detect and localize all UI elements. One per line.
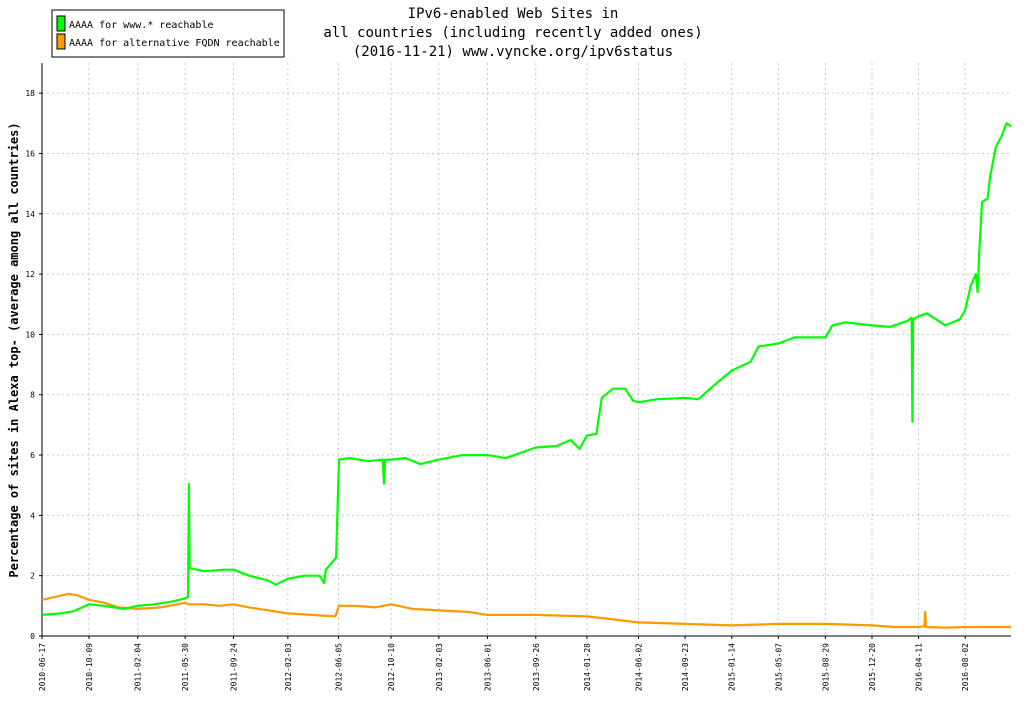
y-tick-label: 18 <box>25 89 35 98</box>
x-tick-label: 2016-04-11 <box>915 643 924 691</box>
x-tick-label: 2012-06-05 <box>335 643 344 691</box>
series-lines <box>41 122 1012 629</box>
x-tick-label: 2010-10-09 <box>85 643 94 691</box>
x-tick-label: 2013-06-01 <box>484 643 493 691</box>
y-tick-label: 4 <box>30 511 35 520</box>
series-line-www <box>41 122 1012 616</box>
x-tick-label: 2010-06-17 <box>38 643 47 691</box>
x-tick-label: 2011-05-30 <box>181 643 190 691</box>
x-tick-label: 2014-01-28 <box>583 643 592 691</box>
y-tick-label: 12 <box>25 270 35 279</box>
legend-swatch-alt-fqdn <box>56 33 66 50</box>
x-tick-label: 2013-02-03 <box>435 643 444 691</box>
x-tick-label: 2015-05-07 <box>774 643 783 691</box>
x-tick-label: 2015-01-14 <box>728 643 737 691</box>
y-tick-label: 14 <box>25 210 35 219</box>
x-tick-label: 2013-09-26 <box>532 643 541 691</box>
x-tick-label: 2014-09-23 <box>681 643 690 691</box>
x-tick-label: 2011-09-24 <box>229 643 238 691</box>
legend-label-alt-fqdn: AAAA for alternative FQDN reachable <box>69 38 280 49</box>
y-tick-label: 2 <box>30 572 35 581</box>
y-axis-label: Percentage of sites in Alexa top- (avera… <box>7 122 21 577</box>
y-tick-label: 10 <box>25 330 35 339</box>
x-tick-label: 2012-02-03 <box>284 643 293 691</box>
x-tick-label: 2015-08-29 <box>821 643 830 691</box>
legend-label-www: AAAA for www.* reachable <box>69 20 214 31</box>
y-tick-label: 0 <box>30 632 35 641</box>
legend: AAAA for www.* reachable AAAA for altern… <box>51 9 285 58</box>
grid <box>41 63 1011 636</box>
axes: 0 2 4 6 8 10 12 14 16 18 2010-06-17 2010-10-09 2011-… <box>25 63 1011 691</box>
x-tick-label: 2014-06-02 <box>634 643 643 691</box>
y-tick-label: 6 <box>30 451 35 460</box>
x-tick-label: 2011-02-04 <box>134 643 143 691</box>
y-tick-label: 16 <box>25 149 35 158</box>
chart-title-line-1: IPv6-enabled Web Sites in <box>408 6 619 22</box>
legend-box <box>51 9 285 58</box>
chart-title-line-2: all countries (including recently added … <box>323 25 702 41</box>
x-tick-label: 2015-12-20 <box>868 643 877 691</box>
x-tick-label: 2016-08-02 <box>961 643 970 691</box>
x-tick-label: 2012-10-10 <box>387 643 396 691</box>
legend-swatch-www <box>56 15 66 32</box>
series-line-alt-fqdn <box>41 592 1011 629</box>
chart-title-line-3: (2016-11-21) www.vyncke.org/ipv6status <box>353 44 673 60</box>
y-tick-label: 8 <box>30 391 35 400</box>
